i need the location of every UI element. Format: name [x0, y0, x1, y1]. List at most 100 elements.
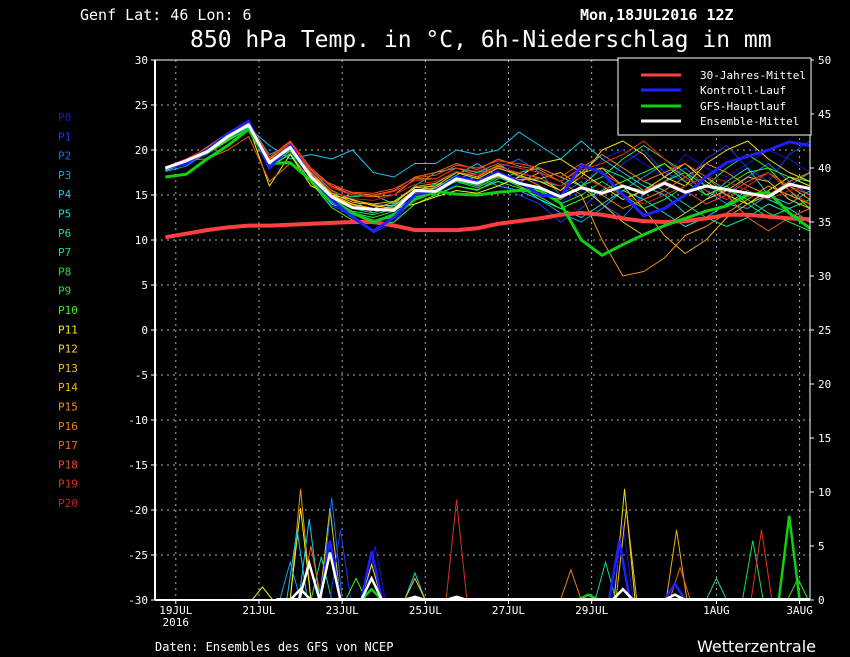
- x-tick-label: 3AUG: [786, 604, 813, 617]
- y-tick-label-left: -25: [128, 549, 148, 562]
- precip-peak-member: [741, 540, 764, 601]
- y-tick-label-right: 5: [818, 540, 825, 553]
- x-tick-label: 27JUL: [492, 604, 525, 617]
- precip-peak-ensemble-mean: [297, 558, 321, 601]
- precip-peak-member: [286, 529, 308, 601]
- temperature-line-climate-mean: [165, 211, 811, 240]
- member-label-p13: P13: [58, 362, 78, 375]
- member-label-p12: P12: [58, 343, 78, 356]
- y-tick-label-right: 0: [818, 594, 825, 607]
- legend-label-control: Kontroll-Lauf: [700, 84, 786, 97]
- y-tick-label-left: 20: [135, 144, 148, 157]
- legend-label-gfs: GFS-Hauptlauf: [700, 100, 786, 113]
- y-tick-label-left: 5: [141, 279, 148, 292]
- precip-peak-ensemble-mean: [289, 587, 312, 601]
- member-label-p17: P17: [58, 439, 78, 452]
- precip-peak-control: [607, 540, 632, 601]
- precip-peak-gfs: [360, 587, 383, 601]
- axes: -30 -25 -20 -15 -10 -5 0 5 10 15 20 25 30 0 5 10 15 20 25 3…: [128, 54, 831, 629]
- y-tick-label-right: 15: [818, 432, 831, 445]
- y-tick-label-right: 10: [818, 486, 831, 499]
- run-time-label: Mon,18JUL2016 12Z: [580, 6, 734, 24]
- temperature-series: [164, 119, 811, 277]
- y-tick-label-left: -10: [128, 414, 148, 427]
- precip-peak-member: [665, 529, 688, 601]
- precip-peak-member: [560, 568, 582, 601]
- member-label-p19: P19: [58, 478, 78, 491]
- y-tick-label-left: 25: [135, 99, 148, 112]
- temperature-line-control: [165, 119, 811, 233]
- precip-peak-member: [404, 577, 426, 601]
- member-label-p18: P18: [58, 458, 78, 471]
- precip-peak-member: [669, 565, 691, 601]
- chart-title: 850 hPa Temp. in °C, 6h-Niederschlag in …: [190, 27, 772, 53]
- y-tick-label-right: 35: [818, 216, 831, 229]
- y-tick-label-right: 45: [818, 108, 831, 121]
- member-label-p9: P9: [58, 285, 71, 298]
- member-label-p14: P14: [58, 381, 78, 394]
- y-tick-label-left: 0: [141, 324, 148, 337]
- precip-peak-ensemble-mean: [318, 552, 342, 601]
- location-label: Genf Lat: 46 Lon: 6: [80, 6, 252, 24]
- precip-peak-member: [445, 499, 468, 601]
- precip-peak-member: [615, 508, 638, 601]
- precip-peak-member: [750, 529, 773, 601]
- member-labels: P0 P1 P2 P3 P4 P5 P6 P7 P8 P9 P10 P11 P12 P13 P14 P15 P1…: [58, 111, 78, 510]
- precip-peak-member: [613, 488, 636, 601]
- precip-peak-member: [279, 560, 302, 601]
- legend: 30-Jahres-Mittel Kontroll-Lauf GFS-Haupt…: [617, 57, 812, 136]
- member-label-p10: P10: [58, 304, 78, 317]
- member-label-p5: P5: [58, 208, 71, 221]
- x-tick-label: 25JUL: [409, 604, 442, 617]
- x-tick-label: 19JUL: [159, 604, 192, 617]
- precip-peak-member: [611, 524, 634, 601]
- precip-peak-member: [705, 577, 728, 601]
- precip-peak-member: [329, 529, 352, 601]
- member-label-p8: P8: [58, 265, 71, 278]
- x-tick-label: 1AUG: [703, 604, 730, 617]
- member-label-p7: P7: [58, 246, 71, 259]
- y-tick-label-left: 30: [135, 54, 148, 67]
- x-tick-label: 21JUL: [242, 604, 275, 617]
- precip-peak-member: [364, 545, 386, 601]
- precip-peak-member: [251, 586, 274, 601]
- precip-peak-member: [319, 508, 341, 601]
- precip-peak-ensemble-mean: [360, 575, 384, 601]
- member-label-p2: P2: [58, 150, 71, 163]
- member-label-p0: P0: [58, 111, 71, 124]
- x-tick-label: 23JUL: [326, 604, 359, 617]
- member-label-p11: P11: [58, 323, 78, 336]
- precip-peak-ensemble-mean: [611, 587, 635, 601]
- x-tick-sublabel: 2016: [163, 616, 190, 629]
- x-tick-label: 29JUL: [575, 604, 608, 617]
- legend-label-climate: 30-Jahres-Mittel: [700, 69, 806, 82]
- y-tick-label-right: 30: [818, 270, 831, 283]
- precip-peak-control: [359, 551, 384, 601]
- member-label-p3: P3: [58, 169, 71, 182]
- y-tick-label-right: 20: [818, 378, 831, 391]
- member-label-p16: P16: [58, 420, 78, 433]
- y-tick-label-right: 25: [818, 324, 831, 337]
- legend-label-ensemble-mean: Ensemble-Mittel: [700, 115, 799, 128]
- member-label-p15: P15: [58, 401, 78, 414]
- temperature-line-member-p18: [165, 120, 811, 205]
- y-tick-label-left: -15: [128, 459, 148, 472]
- member-label-p20: P20: [58, 497, 78, 510]
- data-source: Daten: Ensembles des GFS von NCEP: [155, 640, 393, 654]
- precip-peak-control: [663, 581, 687, 601]
- y-tick-label-right: 50: [818, 54, 831, 67]
- member-label-p6: P6: [58, 227, 71, 240]
- brand-label: Wetterzentrale: [697, 637, 816, 656]
- y-tick-label-right: 40: [818, 162, 831, 175]
- y-tick-label-left: 10: [135, 234, 148, 247]
- temperature-line-ensemble-mean: [164, 123, 811, 212]
- precipitation-series: [251, 488, 810, 602]
- member-label-p1: P1: [58, 130, 71, 143]
- precip-peak-gfs: [777, 515, 801, 601]
- y-tick-label-left: -30: [128, 594, 148, 607]
- y-tick-label-left: -5: [135, 369, 148, 382]
- member-label-p4: P4: [58, 188, 72, 201]
- precip-peak-member: [404, 571, 426, 601]
- y-tick-label-left: 15: [135, 189, 148, 202]
